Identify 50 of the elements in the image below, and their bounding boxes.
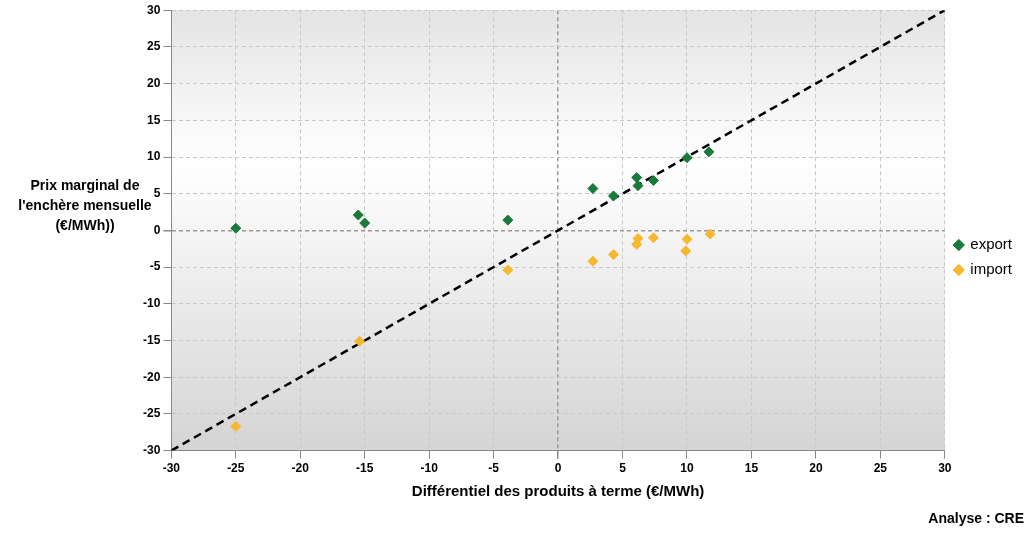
y-tick-label: -5 — [149, 259, 161, 274]
y-tick-label: 5 — [153, 186, 161, 201]
y-tick-label: -30 — [143, 442, 161, 457]
y-tick-label: -15 — [143, 332, 161, 347]
y-tick-label: -20 — [143, 369, 161, 384]
y-tick-label: 25 — [146, 39, 161, 54]
y-tick-label: 30 — [146, 2, 161, 17]
point — [230, 420, 242, 432]
x-tick-label: 15 — [744, 461, 759, 476]
point — [359, 217, 371, 229]
x-tick-label: 10 — [680, 461, 694, 476]
y-tick-label: 10 — [146, 149, 161, 164]
x-tick-label: -5 — [488, 461, 500, 476]
point — [647, 232, 659, 244]
point — [680, 245, 692, 257]
y-tick-label: -10 — [143, 296, 161, 311]
point — [608, 190, 620, 202]
legend-label: import — [970, 260, 1013, 278]
x-tick-label: -10 — [420, 461, 439, 476]
x-tick-label: -25 — [227, 461, 245, 476]
point — [587, 183, 599, 195]
point — [681, 233, 693, 245]
y-tick-label: 20 — [146, 75, 161, 90]
point — [631, 172, 643, 184]
point — [502, 214, 514, 226]
text: Analyse : CRE — [928, 510, 1024, 526]
point — [704, 228, 716, 240]
x-tick-label: -20 — [291, 461, 310, 476]
x-tick-label: 20 — [809, 461, 823, 476]
y-tick-label: -25 — [143, 406, 161, 421]
x-tick-label: 5 — [619, 461, 627, 476]
y-axis-title: Prix marginal de l'enchère mensuelle (€/MWh)) — [18, 177, 152, 233]
point — [608, 249, 620, 261]
x-tick-label: 30 — [938, 461, 952, 476]
point — [647, 174, 659, 186]
point — [352, 209, 364, 221]
point — [632, 180, 644, 192]
point — [703, 146, 715, 158]
point — [230, 222, 242, 234]
y-tick-label: 15 — [146, 112, 161, 127]
x-tick-label: -15 — [356, 461, 374, 476]
x-tick-label: 25 — [873, 461, 888, 476]
point — [354, 335, 366, 347]
point — [681, 152, 693, 164]
x-tick-label: 0 — [554, 461, 562, 476]
x-axis-title: Différentiel des produits à terme (€/MWh) — [411, 482, 705, 500]
legend-label: export — [970, 235, 1013, 253]
point — [587, 255, 599, 267]
point — [502, 264, 514, 276]
y-tick-label: 0 — [153, 222, 161, 237]
